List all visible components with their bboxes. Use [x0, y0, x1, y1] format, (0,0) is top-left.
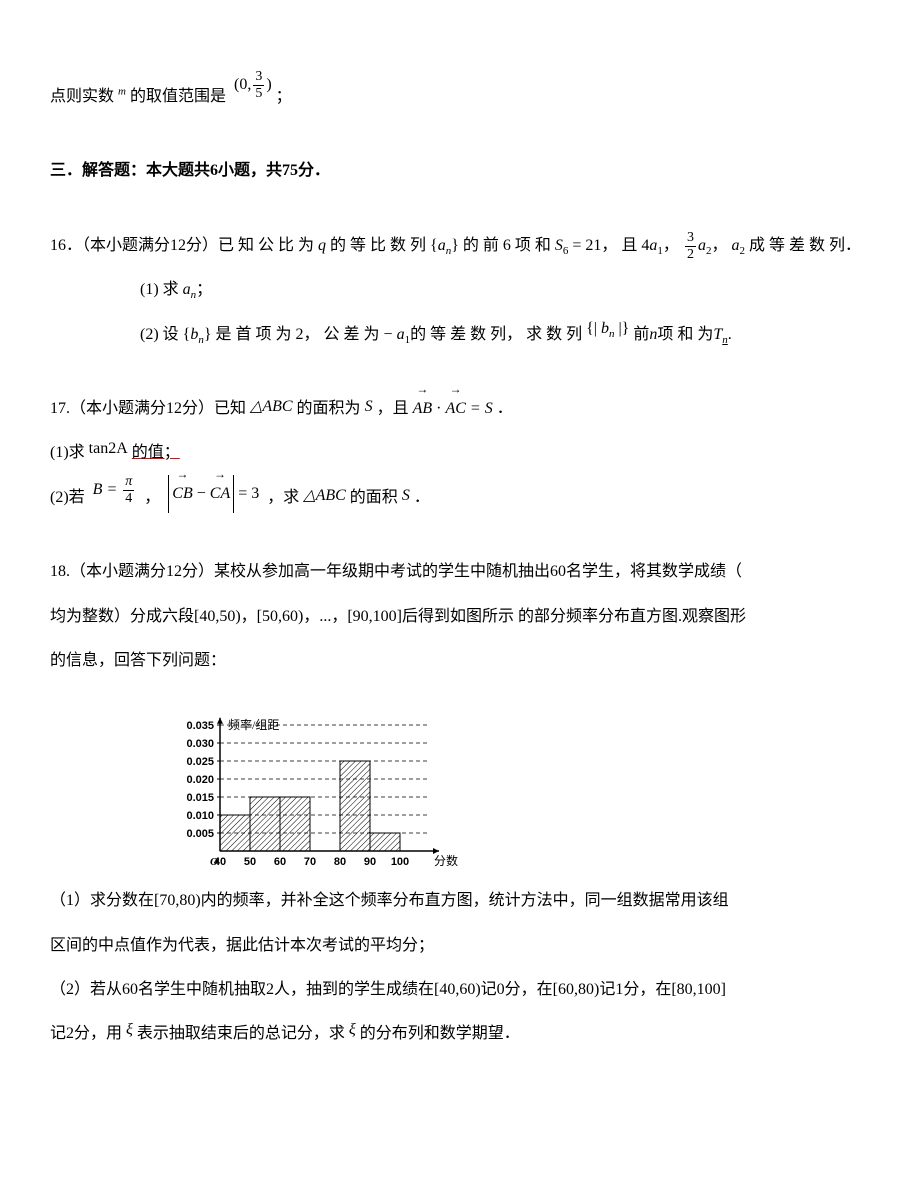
svg-text:分数: 分数: [434, 853, 458, 868]
q18-sub2b: 记2分，用 ξ 表示抽取结束后的总记分，求 ξ 的分布列和数学期望．: [50, 1015, 870, 1053]
svg-text:O: O: [210, 856, 218, 868]
q18-line3: 的信息，回答下列问题：: [50, 642, 870, 680]
svg-text:0.010: 0.010: [186, 810, 214, 822]
q16-line1: 16．（本小题满分12分）已 知 公 比 为 q 的 等 比 数 列 {an} …: [50, 227, 870, 265]
q18-line1: 18.（本小题满分12分）某校从参加高一年级期中考试的学生中随机抽出60名学生，…: [50, 553, 870, 591]
svg-text:50: 50: [244, 856, 256, 868]
intro-interval: (0,35): [234, 76, 276, 93]
svg-text:0.005: 0.005: [186, 828, 214, 840]
intro-prefix: 点则实数: [50, 88, 114, 105]
intro-mid: 的取值范围是: [130, 88, 226, 105]
svg-text:60: 60: [274, 856, 286, 868]
vector-AB: →AB: [413, 390, 433, 428]
q16-part2: (2) 设 {bn} 是 首 项 为 2， 公 差 为 − a1的 等 差 数 …: [50, 316, 870, 354]
intro-line: 点则实数 m 的取值范围是 (0,35) ；: [50, 66, 870, 116]
q18-line2: 均为整数）分成六段[40,50)，[50,60)，...，[90,100]后得到…: [50, 598, 870, 636]
svg-text:90: 90: [364, 856, 376, 868]
frequency-histogram: 0.0350.0300.0250.0200.0150.0100.00540506…: [170, 686, 460, 876]
intro-suffix: ；: [276, 88, 292, 105]
q18-sub1a: （1）求分数在[70,80)内的频率，并补全这个频率分布直方图，统计方法中，同一…: [50, 882, 870, 920]
svg-text:0.015: 0.015: [186, 792, 214, 804]
q18-sub2a: （2）若从60名学生中随机抽取2人，抽到的学生成绩在[40,60)记0分，在[6…: [50, 971, 870, 1009]
q17-line1: 17.（本小题满分12分）已知 △ABC 的面积为 S ，且 →AB · →AC…: [50, 390, 870, 428]
q18-sub1b: 区间的中点值作为代表，据此估计本次考试的平均分；: [50, 927, 870, 965]
svg-text:0.035: 0.035: [186, 720, 214, 732]
q17-part2: (2)若 B = π4 ， →CB − →CA = 3 ，求 △ABC 的面积 …: [50, 479, 870, 517]
svg-text:100: 100: [391, 856, 409, 868]
svg-text:0.020: 0.020: [186, 774, 214, 786]
vector-AC: →AC: [445, 390, 465, 428]
svg-text:0.025: 0.025: [186, 756, 214, 768]
svg-text:0.030: 0.030: [186, 738, 214, 750]
q17-part1: (1)求 tan2A 的值；: [50, 434, 870, 472]
intro-var: m: [114, 88, 126, 105]
svg-text:70: 70: [304, 856, 316, 868]
svg-text:频率/组距: 频率/组距: [228, 717, 279, 732]
q16-part1: (1) 求 an；: [50, 271, 870, 309]
svg-text:80: 80: [334, 856, 346, 868]
section-3-heading: 三．解答题：本大题共6小题，共75分．: [50, 152, 870, 190]
